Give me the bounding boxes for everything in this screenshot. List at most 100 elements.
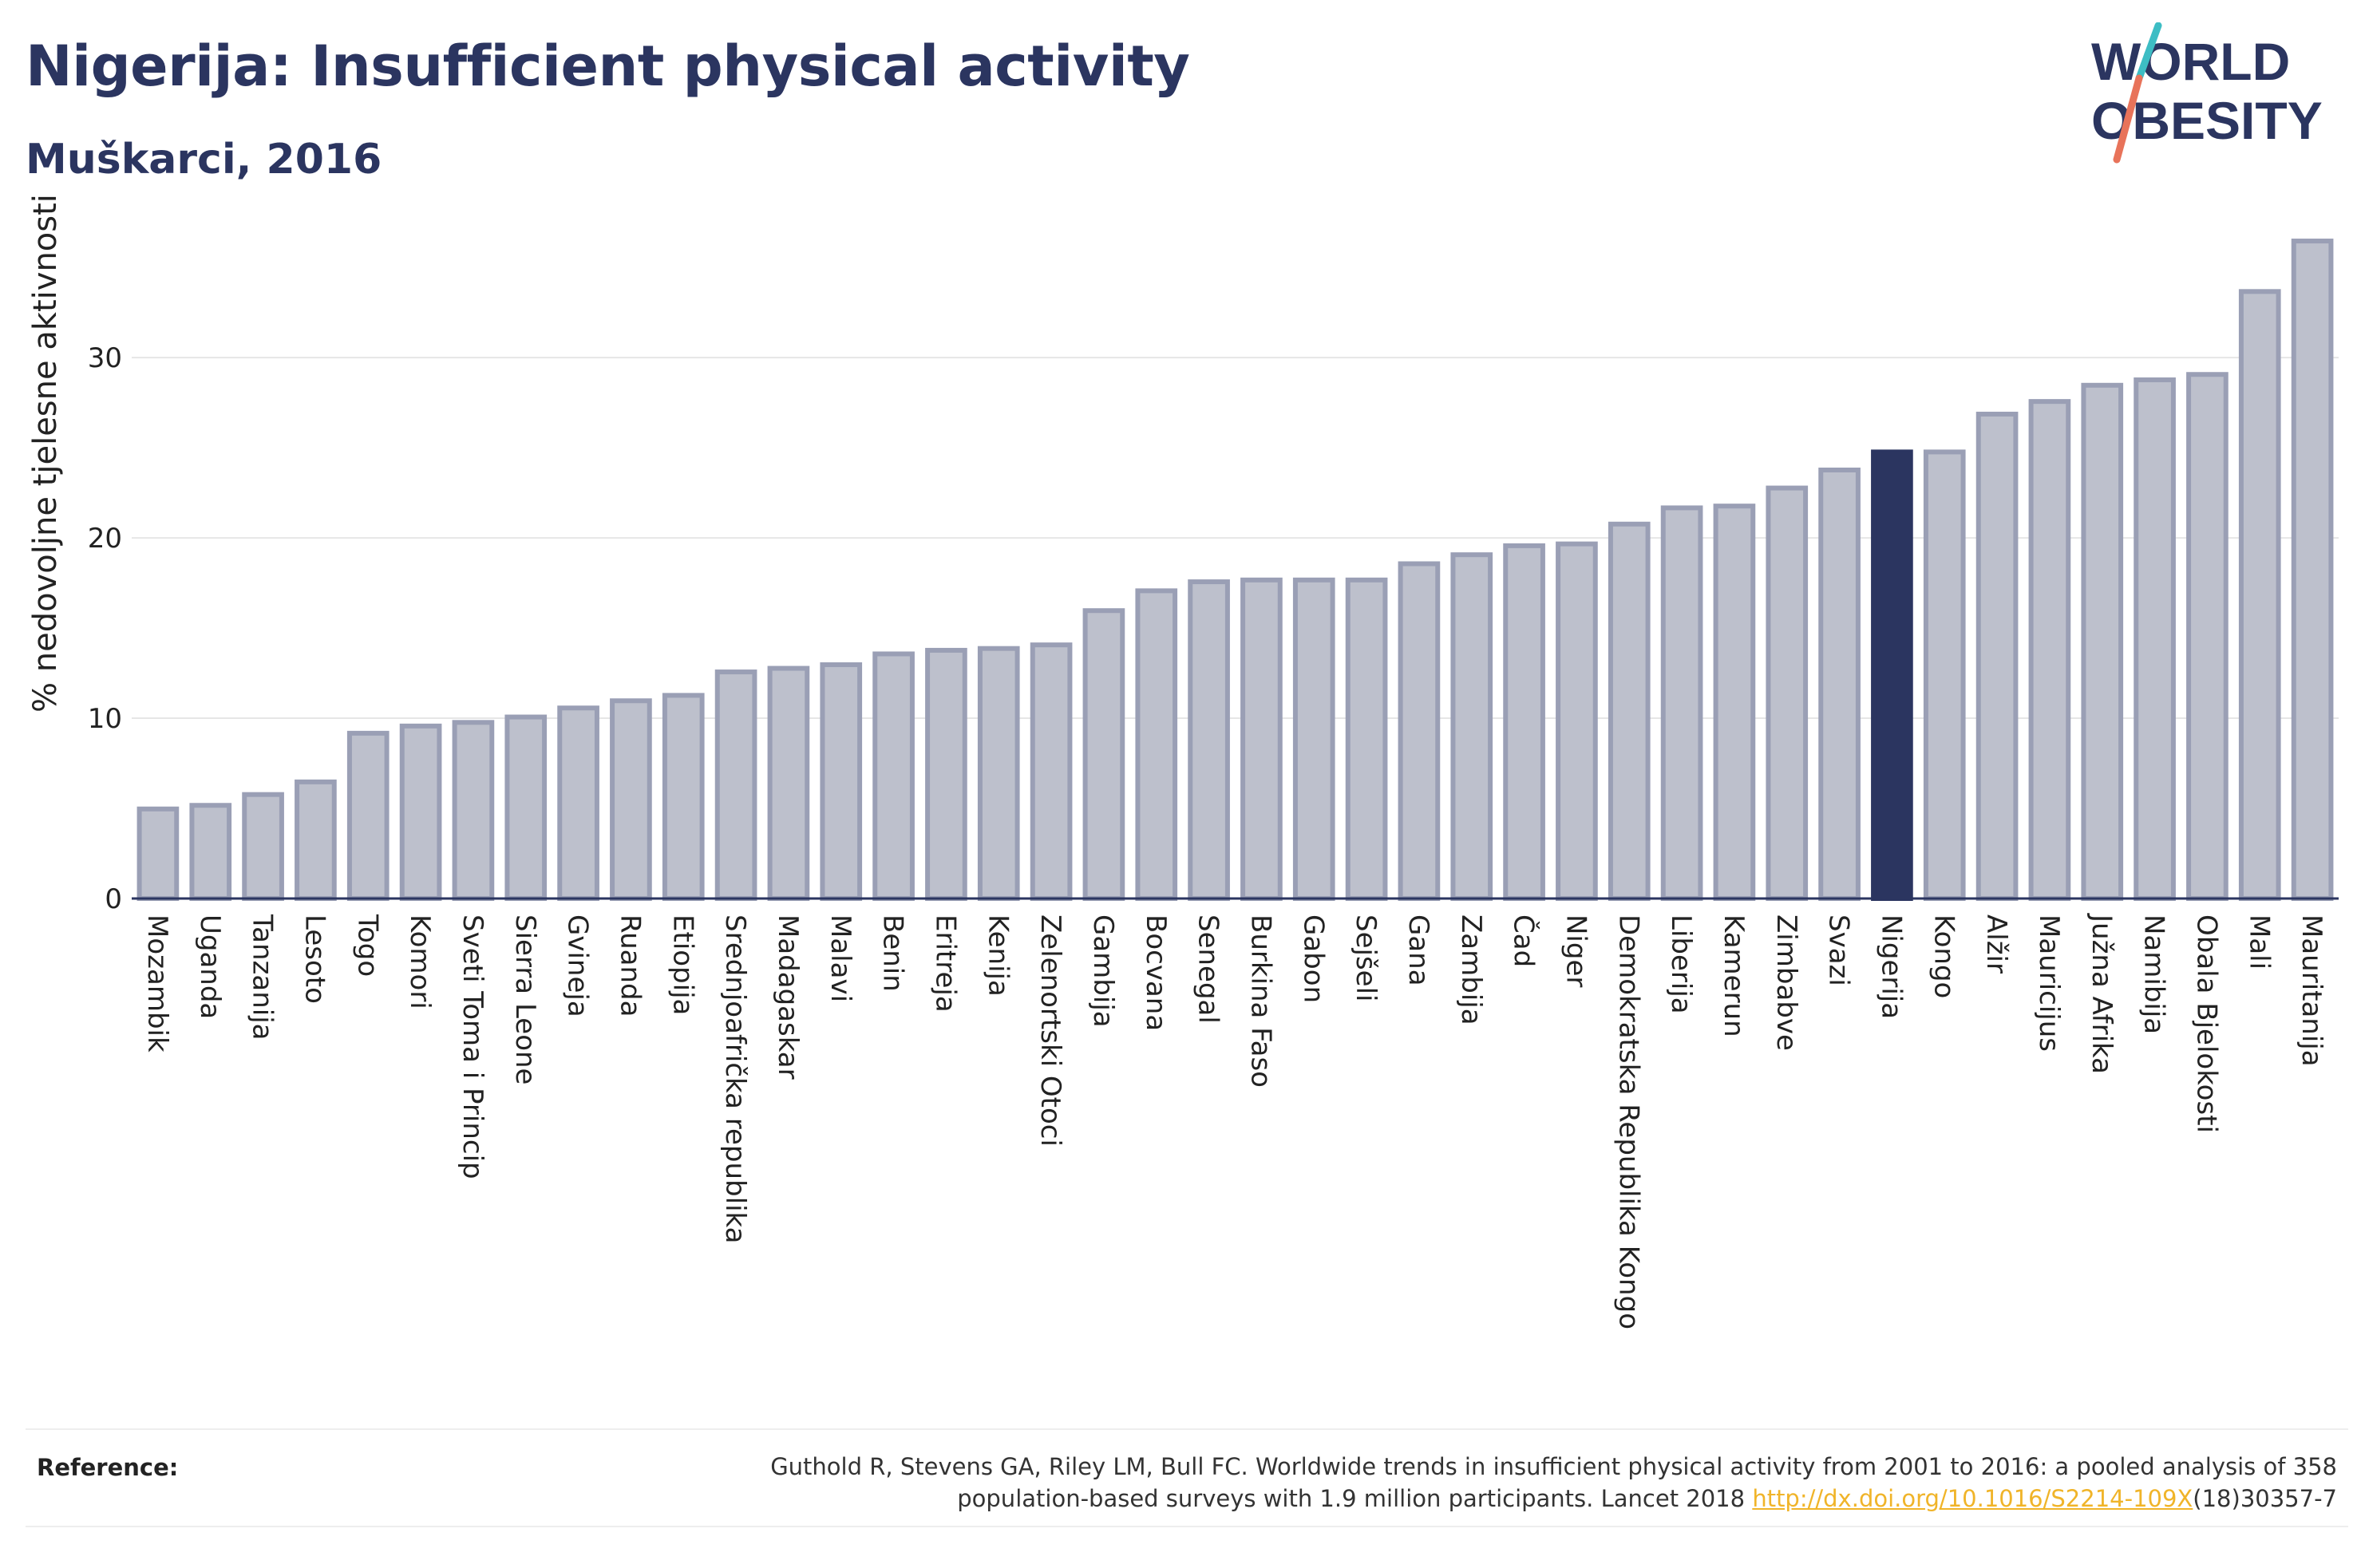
bar-čad[interactable]: [1503, 543, 1545, 901]
x-tick-label: Kongo: [1928, 914, 1960, 998]
x-tick-label: Srednjoafrička republika: [719, 914, 751, 1243]
x-tick-label: Malavi: [825, 914, 856, 1002]
x-tick-label: Burkina Faso: [1244, 914, 1276, 1088]
x-tick-label: Etiopija: [666, 914, 698, 1015]
x-tick-label: Liberija: [1665, 914, 1697, 1014]
bar-kenija[interactable]: [977, 646, 1020, 901]
x-tick-label: Ruanda: [614, 914, 646, 1017]
bar-madagaskar[interactable]: [767, 666, 810, 901]
bar-mozambik[interactable]: [136, 806, 180, 902]
bar-niger[interactable]: [1556, 541, 1598, 901]
bar-svazi[interactable]: [1818, 467, 1861, 901]
bar-mali[interactable]: [2238, 289, 2281, 902]
bar-sveti-toma-i-princip[interactable]: [452, 720, 495, 902]
x-tick-label: Nigerija: [1875, 914, 1907, 1019]
x-tick-label: Eritreja: [929, 914, 961, 1013]
bar-srednjoafrička-republika[interactable]: [714, 669, 757, 901]
bar-liberija[interactable]: [1660, 505, 1703, 902]
reference-footer: Reference: Guthold R, Stevens GA, Riley …: [26, 1428, 2348, 1527]
x-tick-label: Mauritanija: [2296, 914, 2327, 1067]
x-tick-label: Kenija: [982, 914, 1014, 997]
bar-sierra-leone[interactable]: [504, 714, 548, 902]
y-tick-label: 20: [88, 523, 122, 555]
bar-kamerun[interactable]: [1713, 504, 1756, 902]
x-tick-label: Obala Bjelokosti: [2190, 914, 2222, 1133]
logo-slash-bottom: [2113, 74, 2143, 164]
bar-tanzanija[interactable]: [242, 792, 284, 901]
bar-zimbabve[interactable]: [1766, 485, 1809, 901]
x-tick-label: Gambija: [1087, 914, 1119, 1028]
bar-etiopija[interactable]: [662, 693, 705, 902]
bar-zambija[interactable]: [1450, 552, 1493, 901]
reference-text-line2: population-based surveys with 1.9 millio…: [957, 1485, 1753, 1512]
x-tick-label: Južna Afrika: [2086, 913, 2118, 1074]
x-tick-label: Sejšeli: [1350, 914, 1382, 1001]
bar-uganda[interactable]: [189, 803, 232, 902]
bar-burkina-faso[interactable]: [1240, 577, 1283, 901]
bar-južna-afrika[interactable]: [2081, 382, 2124, 901]
x-tick-label: Sveti Toma i Princip: [457, 914, 488, 1179]
x-tick-label: Alžir: [1980, 914, 2012, 974]
x-tick-label: Namibija: [2138, 914, 2170, 1034]
bar-benin[interactable]: [872, 651, 915, 901]
x-tick-label: Madagaskar: [772, 914, 804, 1080]
x-tick-label: Mozambik: [141, 914, 173, 1053]
bar-malavi[interactable]: [820, 662, 863, 901]
x-tick-label: Svazi: [1823, 914, 1855, 986]
y-tick-label: 10: [88, 703, 122, 735]
x-tick-label: Gana: [1402, 914, 1434, 986]
bar-zelenortski-otoci[interactable]: [1030, 642, 1073, 901]
reference-text-suffix: (18)30357-7: [2193, 1485, 2337, 1512]
bar-gambija[interactable]: [1082, 608, 1125, 902]
bar-bocvana[interactable]: [1135, 588, 1178, 901]
x-tick-label: Komori: [404, 914, 436, 1009]
reference-text: Guthold R, Stevens GA, Riley LM, Bull FC…: [461, 1451, 2337, 1515]
bar-komori[interactable]: [399, 723, 442, 902]
x-tick-label: Mali: [2243, 914, 2275, 970]
bar-mauricijus[interactable]: [2028, 399, 2071, 902]
x-tick-label: Benin: [877, 914, 909, 992]
x-tick-label: Gvineja: [562, 914, 594, 1017]
bar-sejšeli[interactable]: [1345, 577, 1388, 901]
bar-demokratska-republika-kongo[interactable]: [1608, 521, 1651, 901]
y-axis-label: % nedovoljne tjelesne aktivnosti: [27, 194, 64, 713]
bar-obala-bjelokosti[interactable]: [2186, 372, 2229, 901]
x-tick-label: Mauricijus: [2033, 914, 2065, 1052]
x-tick-label: Niger: [1560, 914, 1592, 987]
x-tick-label: Gabon: [1297, 914, 1329, 1003]
bar-namibija[interactable]: [2134, 377, 2176, 901]
logo-slash-top: [2135, 22, 2162, 82]
bar-alžir[interactable]: [1975, 411, 2019, 901]
bar-kongo[interactable]: [1923, 449, 1966, 901]
x-tick-label: Kamerun: [1718, 914, 1750, 1037]
bar-gvineja[interactable]: [557, 705, 599, 902]
x-tick-label: Sierra Leone: [509, 914, 541, 1084]
x-tick-label: Senegal: [1192, 914, 1224, 1024]
x-tick-label: Tanzanija: [247, 914, 279, 1040]
x-tick-label: Demokratska Republika Kongo: [1612, 914, 1644, 1329]
bar-gabon[interactable]: [1292, 577, 1335, 901]
bar-senegal[interactable]: [1188, 579, 1230, 901]
bar-nigerija[interactable]: [1871, 449, 1913, 901]
x-tick-label: Lesoto: [299, 914, 330, 1004]
reference-doi-link[interactable]: http://dx.doi.org/10.1016/S2214-109X: [1752, 1485, 2193, 1512]
bar-ruanda[interactable]: [610, 698, 652, 902]
world-obesity-logo[interactable]: WORLD OBESITY: [2075, 22, 2347, 166]
chart-title: Nigerija: Insufficient physical activity: [26, 34, 1190, 99]
x-tick-label: Togo: [351, 914, 383, 977]
bar-gana[interactable]: [1398, 561, 1441, 901]
x-tick-label: Zimbabve: [1770, 914, 1802, 1051]
bar-lesoto[interactable]: [295, 779, 337, 901]
bar-togo[interactable]: [346, 730, 390, 902]
logo-word-world: WORLD: [2091, 32, 2290, 91]
bar-mauritanija[interactable]: [2291, 239, 2334, 901]
x-tick-label: Bocvana: [1140, 914, 1172, 1031]
chart-subtitle: Muškarci, 2016: [26, 136, 382, 184]
x-tick-label: Zambija: [1455, 914, 1487, 1025]
reference-label: Reference:: [37, 1454, 179, 1481]
y-tick-label: 30: [88, 342, 122, 374]
bar-eritreja[interactable]: [925, 647, 967, 901]
x-tick-label: Uganda: [194, 914, 226, 1019]
reference-text-line1: Guthold R, Stevens GA, Riley LM, Bull FC…: [770, 1453, 2337, 1480]
